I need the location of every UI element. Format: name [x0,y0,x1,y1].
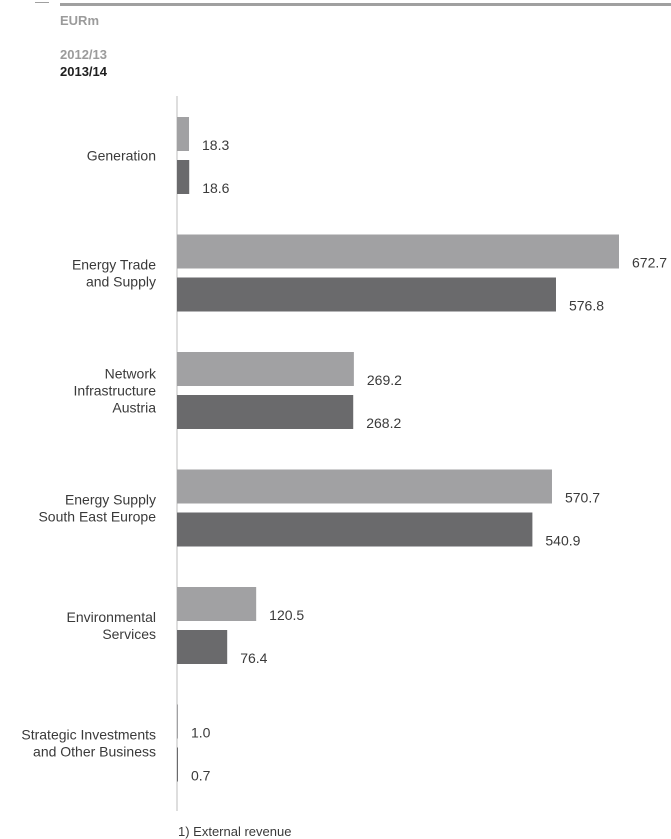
category-label-0-0: Generation [87,148,156,164]
value-label-curr-5: 0.7 [191,768,211,784]
bar-curr-3 [177,512,533,547]
value-label-prev-4: 120.5 [269,607,304,623]
legend-2013-14: 2013/14 [60,64,107,79]
footnote: 1) External revenue [178,824,292,839]
category-label-2-2: Austria [112,400,156,416]
category-label-5-0: Strategic Investments [21,727,156,743]
header-rule [60,3,671,6]
value-label-curr-4: 76.4 [240,650,267,666]
category-label-1-1: and Supply [86,274,156,290]
value-label-prev-3: 570.7 [565,490,600,506]
value-label-prev-5: 1.0 [191,725,211,741]
bar-curr-5 [177,747,178,782]
unit-label: EURm [60,13,100,28]
bar-curr-0 [177,160,190,194]
bar-curr-4 [177,630,228,664]
bar-prev-2 [177,352,354,386]
value-label-prev-2: 269.2 [367,372,402,388]
category-label-3-1: South East Europe [38,509,156,525]
category-label-2-0: Network [105,366,157,382]
bar-curr-1 [177,277,556,312]
bar-curr-2 [177,395,354,429]
value-label-prev-0: 18.3 [202,137,229,153]
bar-prev-4 [177,587,257,621]
value-label-curr-3: 540.9 [545,533,580,549]
category-label-4-1: Services [102,626,156,642]
value-label-prev-1: 672.7 [632,255,667,271]
value-label-curr-2: 268.2 [366,415,401,431]
legend-2012-13: 2012/13 [60,47,107,62]
bar-prev-1 [177,234,619,269]
value-label-curr-0: 18.6 [202,180,229,196]
bar-prev-0 [177,117,190,151]
category-label-2-1: Infrastructure [74,383,157,399]
category-label-3-0: Energy Supply [65,492,156,508]
category-label-5-1: and Other Business [33,744,156,760]
header-tick [35,2,49,3]
bar-prev-3 [177,469,552,504]
value-label-curr-1: 576.8 [569,298,604,314]
category-label-4-0: Environmental [67,609,157,625]
bar-prev-5 [177,704,178,739]
category-label-1-0: Energy Trade [72,257,156,273]
